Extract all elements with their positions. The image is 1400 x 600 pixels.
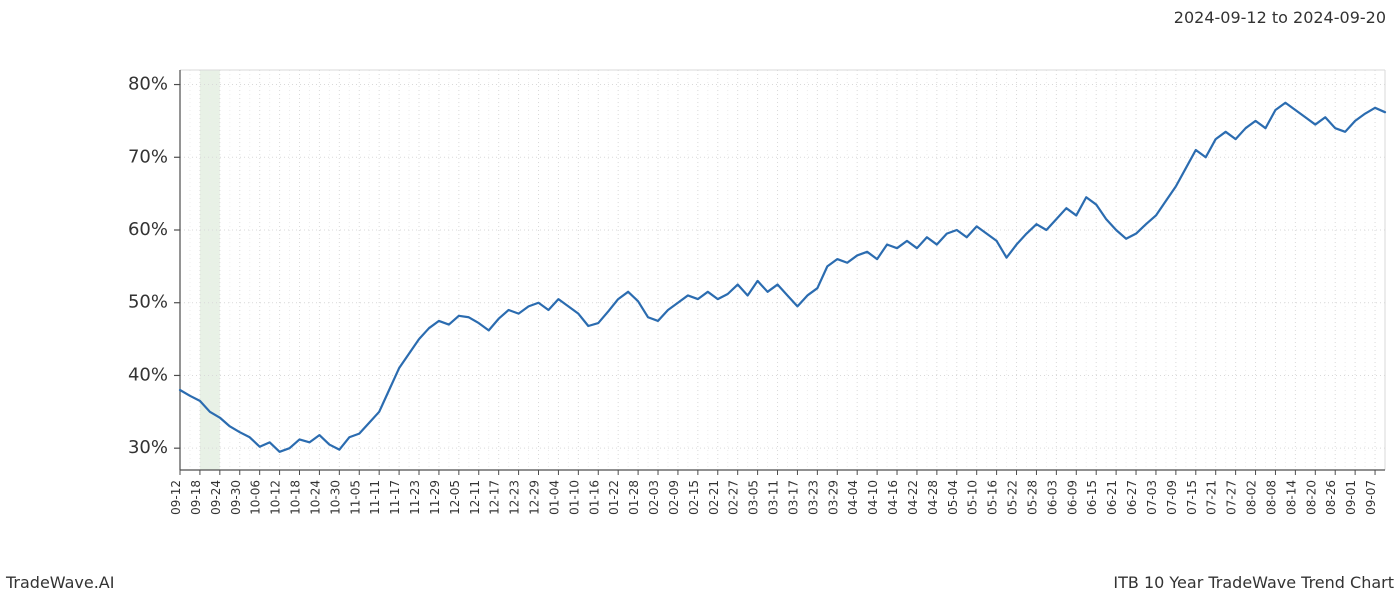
x-tick-label: 08-26 [1324, 480, 1338, 515]
x-tick-label: 04-22 [906, 480, 920, 515]
trend-chart: 30% 40% 50% 60% 70% 80% 09-12 09-18 09-24 09-30 10… [0, 40, 1400, 540]
y-tick-label: 30% [128, 437, 168, 458]
x-tick-label: 10-30 [328, 480, 342, 515]
x-tick-label: 03-23 [806, 480, 820, 515]
x-tick-label: 03-29 [826, 480, 840, 515]
x-tick-label: 02-15 [687, 480, 701, 515]
y-tick-label: 70% [128, 146, 168, 167]
x-tick-label: 11-17 [388, 480, 402, 515]
x-tick-label: 12-29 [528, 480, 542, 515]
chart-svg: 30% 40% 50% 60% 70% 80% 09-12 09-18 09-24 09-30 10… [0, 40, 1400, 540]
x-tick-label: 02-27 [727, 480, 741, 515]
date-range-label: 2024-09-12 to 2024-09-20 [1174, 8, 1386, 27]
x-tick-label: 06-03 [1045, 480, 1059, 515]
x-tick-label: 12-11 [468, 480, 482, 515]
x-tick-label: 05-16 [986, 480, 1000, 515]
x-tick-label: 01-28 [627, 480, 641, 515]
x-tick-label: 02-09 [667, 480, 681, 515]
x-tick-label: 07-09 [1165, 480, 1179, 515]
x-tick-label: 07-21 [1205, 480, 1219, 515]
x-tick-label: 07-03 [1145, 480, 1159, 515]
x-tick-label: 10-24 [308, 480, 322, 515]
x-tick-label: 10-18 [289, 480, 303, 515]
x-tick-label: 09-07 [1364, 480, 1378, 515]
x-tick-label: 08-02 [1245, 480, 1259, 515]
x-tick-label: 09-18 [189, 480, 203, 515]
x-tick-label: 05-04 [946, 480, 960, 515]
x-tick-label: 11-29 [428, 480, 442, 515]
x-tick-label: 09-24 [209, 480, 223, 515]
x-tick-label: 01-10 [567, 480, 581, 515]
x-tick-label: 08-08 [1264, 480, 1278, 515]
y-tick-label: 50% [128, 292, 168, 313]
x-tick-label: 03-17 [786, 480, 800, 515]
x-tick-label: 05-28 [1025, 480, 1039, 515]
x-tick-label: 02-03 [647, 480, 661, 515]
x-tick-label: 03-05 [747, 480, 761, 515]
x-tick-label: 02-21 [707, 480, 721, 515]
x-tick-label: 12-23 [508, 480, 522, 515]
y-tick-label: 80% [128, 74, 168, 95]
x-tick-label: 08-20 [1304, 480, 1318, 515]
x-tick-label: 06-27 [1125, 480, 1139, 515]
y-tick-label: 40% [128, 364, 168, 385]
x-tick-label: 09-01 [1344, 480, 1358, 515]
x-tick-label: 06-09 [1065, 480, 1079, 515]
x-tick-label: 06-15 [1085, 480, 1099, 515]
x-tick-label: 12-17 [488, 480, 502, 515]
x-tick-label: 11-11 [368, 480, 382, 515]
x-tick-label: 10-06 [249, 480, 263, 515]
x-tick-label: 01-04 [547, 480, 561, 515]
x-tick-label: 04-04 [846, 480, 860, 515]
x-tick-label: 05-10 [966, 480, 980, 515]
x-tick-label: 04-10 [866, 480, 880, 515]
x-tick-label: 07-27 [1225, 480, 1239, 515]
x-tick-label: 03-11 [767, 480, 781, 515]
x-tick-label: 06-21 [1105, 480, 1119, 515]
x-tick-label: 01-22 [607, 480, 621, 515]
x-tick-label: 09-30 [229, 480, 243, 515]
x-tick-label: 11-05 [348, 480, 362, 515]
y-tick-label: 60% [128, 219, 168, 240]
x-tick-label: 04-16 [886, 480, 900, 515]
x-tick-label: 04-28 [926, 480, 940, 515]
brand-label: TradeWave.AI [6, 573, 114, 592]
x-tick-label: 05-22 [1006, 480, 1020, 515]
x-tick-label: 12-05 [448, 480, 462, 515]
chart-subtitle: ITB 10 Year TradeWave Trend Chart [1113, 573, 1394, 592]
x-tick-label: 10-12 [269, 480, 283, 515]
x-tick-label: 08-14 [1284, 480, 1298, 515]
x-tick-label: 07-15 [1185, 480, 1199, 515]
x-tick-label: 09-12 [169, 480, 183, 515]
x-tick-label: 11-23 [408, 480, 422, 515]
x-tick-label: 01-16 [587, 480, 601, 515]
